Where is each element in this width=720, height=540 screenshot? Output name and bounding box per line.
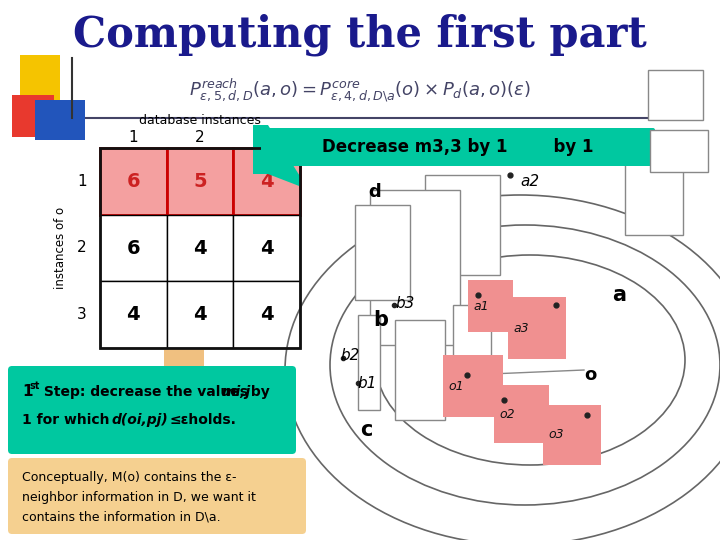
Text: c: c	[360, 420, 372, 440]
Text: 1: 1	[129, 131, 138, 145]
Text: database instances: database instances	[139, 113, 261, 126]
Bar	[233, 281, 300, 348]
Bar	[100, 148, 300, 348]
Text: 4: 4	[260, 239, 274, 258]
Text: a: a	[612, 285, 626, 305]
Bar	[100, 215, 166, 281]
Text: 6: 6	[127, 239, 140, 258]
Bar	[468, 280, 513, 332]
Polygon shape	[253, 125, 300, 186]
Text: d(oi,pj): d(oi,pj)	[112, 413, 168, 427]
Text: o3: o3	[548, 429, 564, 442]
Text: o1: o1	[448, 380, 464, 393]
Text: 3: 3	[77, 307, 87, 322]
Text: neighbor information in D, we want it: neighbor information in D, we want it	[22, 491, 256, 504]
Bar	[648, 70, 703, 120]
FancyBboxPatch shape	[261, 128, 655, 166]
Text: o2: o2	[499, 408, 515, 421]
Bar	[625, 150, 683, 235]
Text: a3: a3	[513, 321, 528, 334]
Text: Computing the first part: Computing the first part	[73, 14, 647, 56]
FancyBboxPatch shape	[8, 366, 296, 454]
Text: 5: 5	[193, 172, 207, 191]
Bar	[358, 315, 380, 410]
Bar	[650, 130, 708, 172]
Polygon shape	[142, 348, 226, 428]
Text: b3: b3	[395, 295, 415, 310]
Text: 4: 4	[193, 239, 207, 258]
Bar	[100, 281, 166, 348]
Bar	[100, 148, 166, 215]
Text: o: o	[584, 366, 596, 384]
Bar	[370, 190, 460, 345]
Text: instances of o: instances of o	[53, 207, 66, 289]
Text: 4: 4	[193, 305, 207, 324]
Bar	[508, 297, 566, 359]
Text: 6: 6	[127, 172, 140, 191]
Text: 2: 2	[195, 131, 204, 145]
Text: st: st	[30, 381, 40, 391]
Text: Step: decrease the values: Step: decrease the values	[39, 385, 253, 399]
Text: b2: b2	[340, 348, 359, 363]
Text: d: d	[368, 183, 381, 201]
Text: b1: b1	[357, 375, 377, 390]
Text: contains the information in D\a.: contains the information in D\a.	[22, 510, 220, 523]
Text: Conceptually, M(o) contains the ε-: Conceptually, M(o) contains the ε-	[22, 471, 236, 484]
Text: b: b	[373, 310, 388, 330]
Bar	[355, 205, 410, 300]
FancyBboxPatch shape	[8, 458, 306, 534]
Bar	[20, 55, 60, 100]
Text: by: by	[246, 385, 270, 399]
Bar	[233, 148, 300, 215]
Bar	[425, 175, 500, 275]
Bar	[453, 305, 491, 370]
Text: mi,j: mi,j	[222, 385, 251, 399]
Bar	[443, 355, 503, 417]
Text: $P^{reach}_{\epsilon,5,d,D}(a,o) = P^{core}_{\epsilon,4,d,D\backslash a}(o) \tim: $P^{reach}_{\epsilon,5,d,D}(a,o) = P^{co…	[189, 76, 531, 104]
Text: a2: a2	[520, 174, 539, 190]
Bar	[543, 405, 601, 465]
Text: ≤εholds.: ≤εholds.	[170, 413, 237, 427]
Bar	[166, 148, 233, 215]
Bar	[233, 215, 300, 281]
Text: 1 for which: 1 for which	[22, 413, 120, 427]
Text: 1: 1	[22, 384, 32, 400]
Bar	[35, 100, 85, 140]
Bar	[166, 281, 233, 348]
Text: 4: 4	[127, 305, 140, 324]
Text: 4: 4	[260, 305, 274, 324]
Text: a1: a1	[473, 300, 489, 313]
Bar	[12, 95, 54, 137]
Bar	[395, 320, 445, 420]
Bar	[494, 385, 549, 443]
Bar	[166, 215, 233, 281]
Text: 3: 3	[262, 131, 271, 145]
Text: 4: 4	[260, 172, 274, 191]
Text: 1: 1	[77, 174, 87, 189]
Text: Decrease m3,3 by 1        by 1: Decrease m3,3 by 1 by 1	[323, 138, 594, 156]
Text: 2: 2	[77, 240, 87, 255]
